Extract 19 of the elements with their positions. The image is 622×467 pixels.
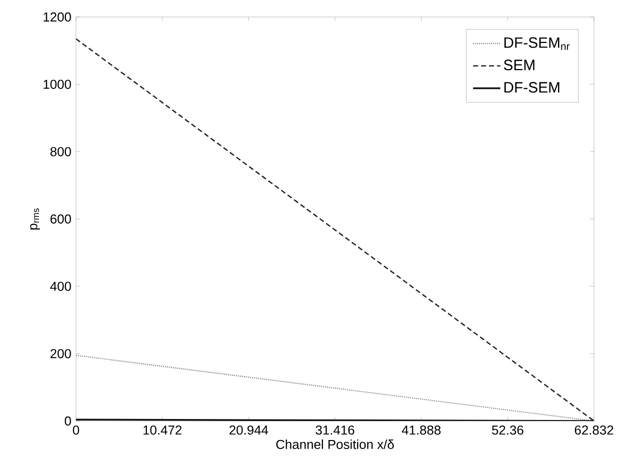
y-tick-label: 1000 (44, 80, 71, 89)
legend-label: SEM (504, 60, 534, 70)
y-axis-title: p$_{rms}$ (30, 208, 40, 230)
x-tick-label: 62.832 (574, 425, 614, 435)
x-tick-label: 10.472 (144, 425, 182, 435)
legend-label: DF-SEM (504, 82, 560, 93)
x-tick-label: 0 (72, 425, 80, 435)
x-axis-title: Channel Position x/δ (276, 439, 394, 450)
y-tick-label: 800 (50, 147, 71, 156)
y-tick-label: 0 (64, 416, 71, 426)
y-tick-label: 600 (50, 214, 71, 224)
y-tick-label: 1200 (44, 12, 71, 22)
x-tick-label: 31.416 (316, 425, 354, 435)
y-tick-label: 400 (50, 282, 71, 291)
x-tick-label: 20.944 (230, 425, 268, 435)
x-tick-label: 41.888 (402, 425, 441, 435)
y-tick-label: 200 (50, 349, 71, 358)
legend-label: DF-SEM$_{nr}$ (504, 37, 570, 50)
x-tick-label: 52.36 (492, 425, 524, 435)
